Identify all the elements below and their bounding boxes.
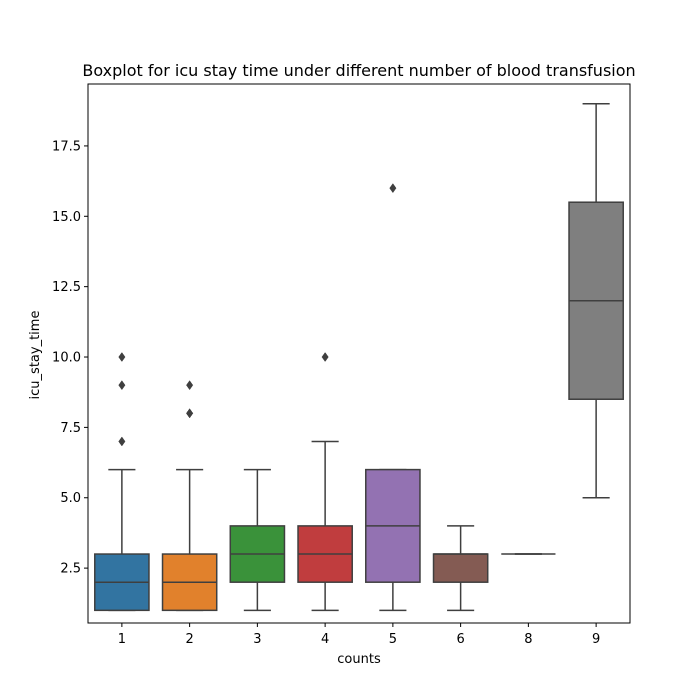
outlier-point xyxy=(186,408,194,419)
y-tick-label: 12.5 xyxy=(52,280,81,295)
outlier-point xyxy=(118,380,126,391)
x-tick-label: 2 xyxy=(185,632,193,647)
x-tick-label: 1 xyxy=(118,632,126,647)
x-tick-label: 9 xyxy=(592,632,600,647)
y-tick-label: 17.5 xyxy=(52,139,81,154)
y-axis-label: icu_stay_time xyxy=(28,311,43,400)
x-tick-label: 6 xyxy=(456,632,464,647)
box-6 xyxy=(432,553,489,583)
y-tick-label: 15.0 xyxy=(52,210,81,225)
x-tick-label: 8 xyxy=(524,632,532,647)
y-tick-label: 5.0 xyxy=(60,491,81,506)
box-group-9 xyxy=(568,102,624,499)
chart-title: Boxplot for icu stay time under differen… xyxy=(82,61,635,80)
box-group-5 xyxy=(365,183,421,612)
plot-marks xyxy=(94,102,624,612)
x-tick-label: 4 xyxy=(321,632,329,647)
outlier-point xyxy=(389,183,397,194)
y-tick-label: 10.0 xyxy=(52,351,81,366)
x-tick-label: 5 xyxy=(389,632,397,647)
outlier-point xyxy=(186,380,194,391)
box-group-3 xyxy=(229,468,286,612)
box-group-1 xyxy=(94,352,150,612)
x-axis-ticks: 1 2 3 4 5 6 8 9 xyxy=(118,623,600,647)
outlier-point xyxy=(118,352,126,362)
y-tick-label: 7.5 xyxy=(60,421,81,436)
box-group-2 xyxy=(161,380,218,612)
outlier-point xyxy=(321,352,329,362)
box-group-4 xyxy=(297,352,353,612)
x-axis-label: counts xyxy=(337,652,381,667)
box-group-6 xyxy=(432,525,489,612)
x-tick-label: 3 xyxy=(253,632,261,647)
y-tick-label: 2.5 xyxy=(60,562,81,577)
outlier-point xyxy=(118,436,126,447)
y-axis-ticks: 2.5 5.0 7.5 10.0 12.5 15.0 17.5 xyxy=(52,139,88,577)
plot-frame xyxy=(87,83,631,624)
